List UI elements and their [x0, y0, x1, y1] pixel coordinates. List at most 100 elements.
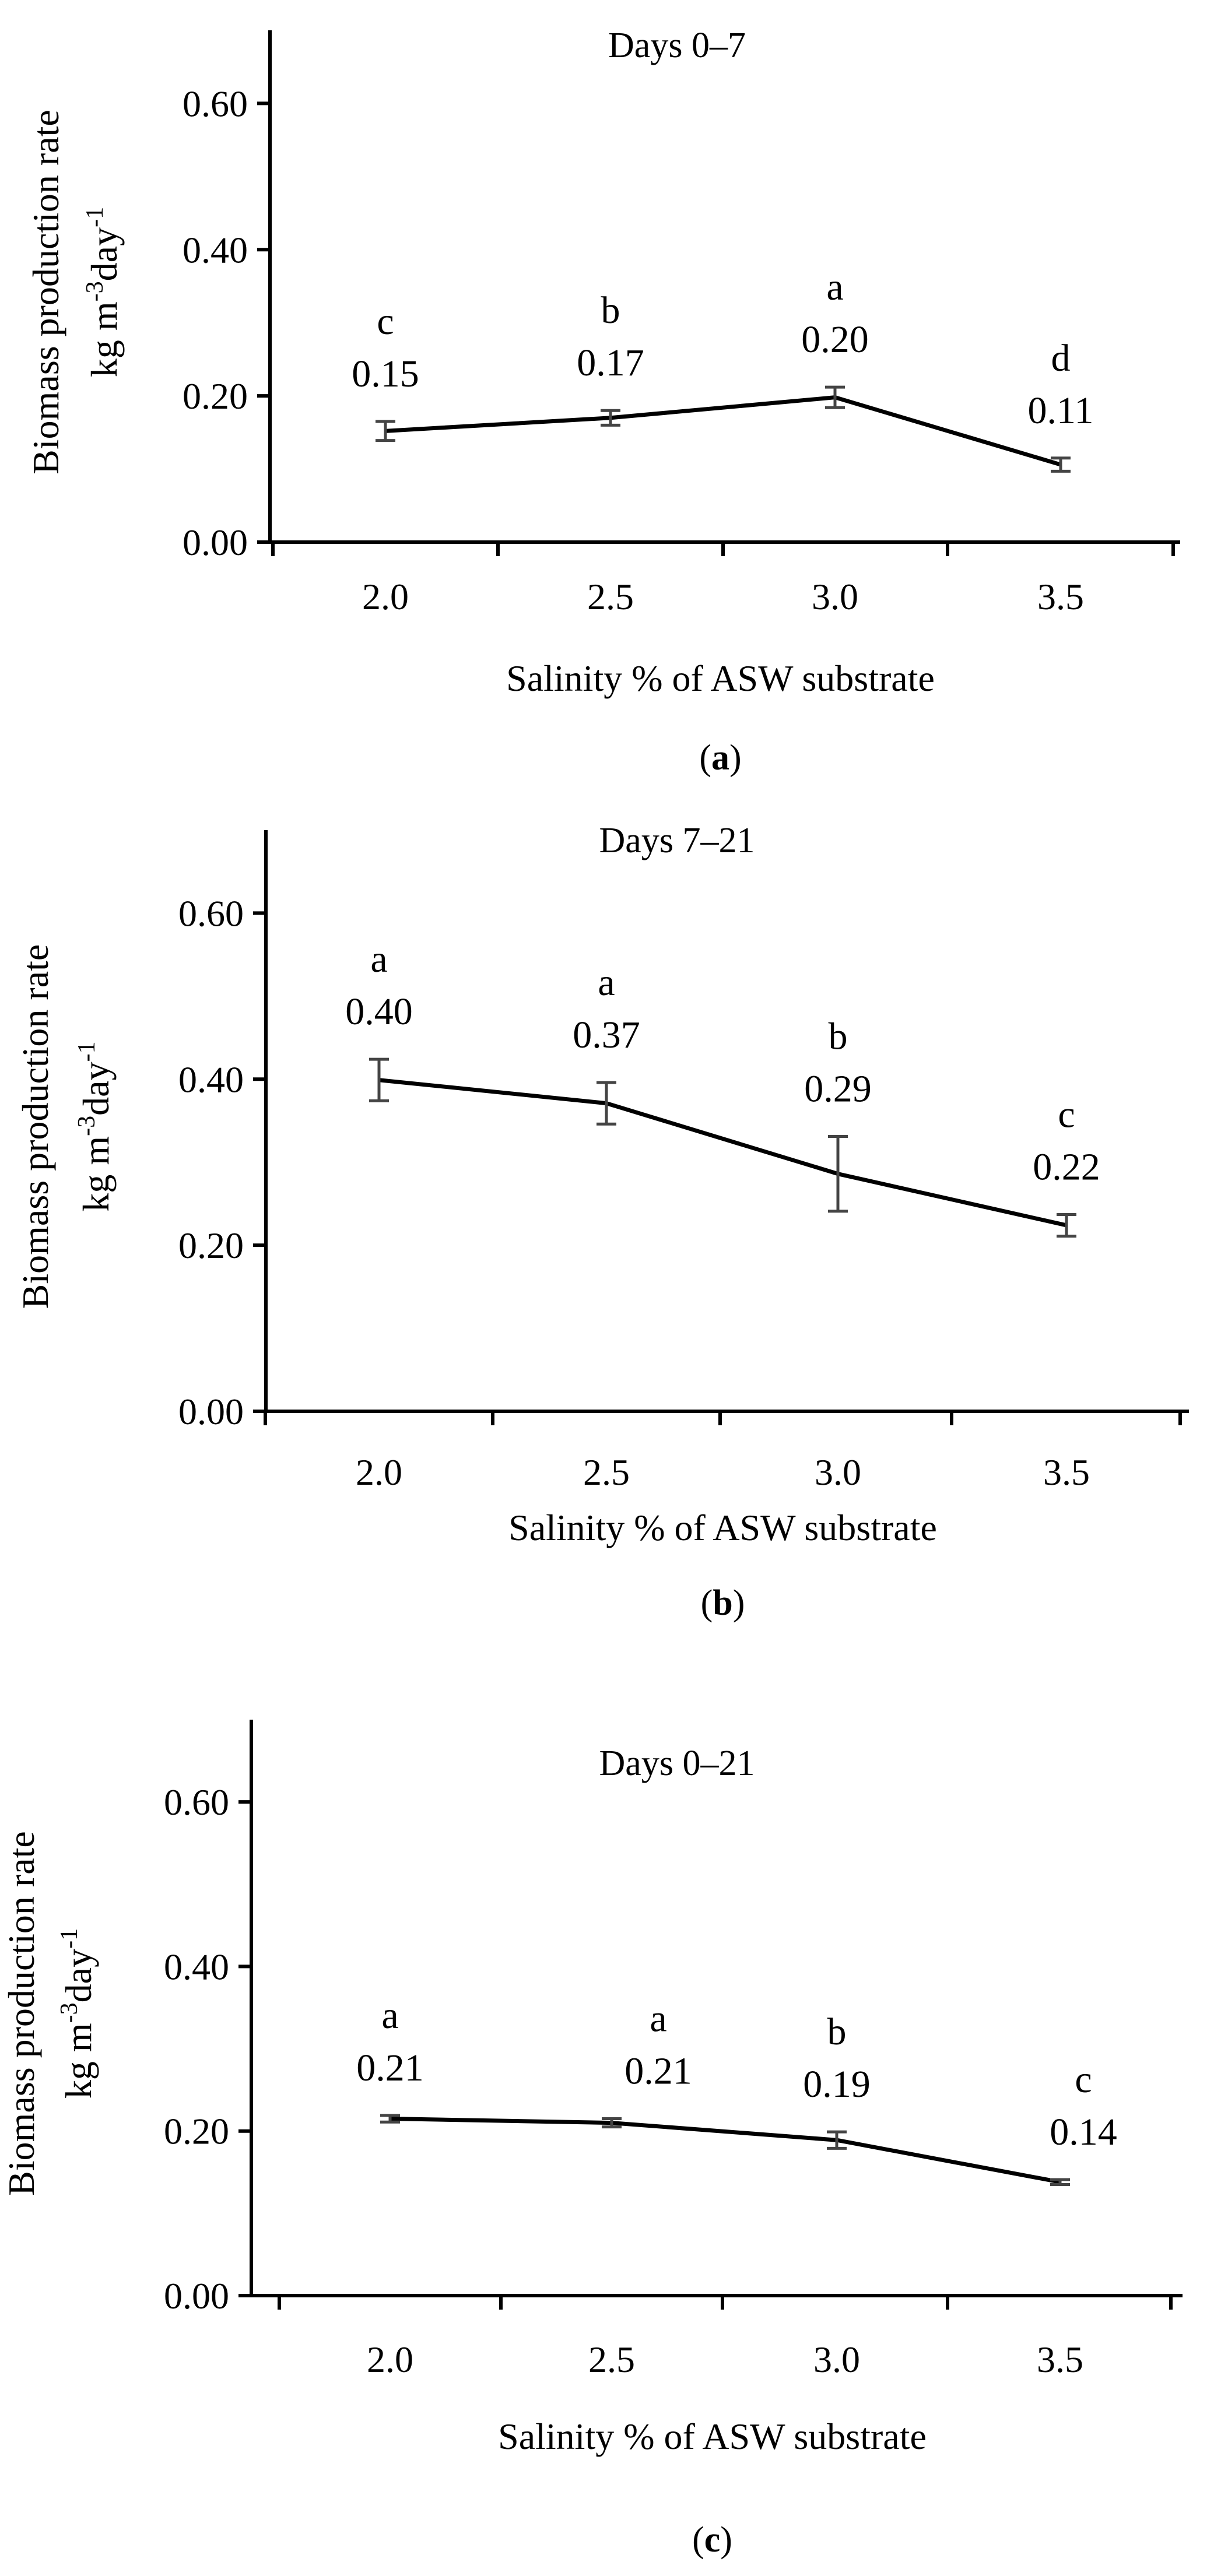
x-tick-label: 3.0 [813, 2339, 860, 2380]
y-axis-units: kg m-3day-1 [56, 1928, 99, 2099]
x-tick-label: 3.5 [1037, 576, 1084, 617]
y-tick-label: 0.40 [164, 1946, 229, 1987]
y-axis-units-exponent: -1 [56, 1928, 83, 1949]
x-tick-label: 2.0 [356, 1452, 402, 1493]
data-value-label: 0.21 [624, 2050, 692, 2093]
chart-title: Days 0–21 [599, 1744, 755, 1783]
error-bar [376, 420, 395, 442]
data-value-label: 0.29 [804, 1068, 872, 1110]
significance-letter: d [1051, 337, 1071, 379]
y-axis-title: Biomass production rate [1, 1831, 42, 2196]
y-axis-units-part: kg m [75, 1136, 117, 1212]
y-axis-units-exponent: -1 [73, 1041, 100, 1062]
chart-title: Days 0–7 [608, 26, 746, 65]
panel-letter: a [711, 738, 729, 778]
error-bar [1050, 2178, 1070, 2186]
y-tick-label: 0.20 [178, 1225, 244, 1266]
y-axis-title: Biomass production rate [15, 944, 56, 1309]
data-line [385, 395, 1062, 467]
panel-letter: b [713, 1583, 732, 1623]
error-bar [380, 2114, 400, 2124]
y-axis-units: kg m-3day-1 [73, 1041, 117, 1211]
x-tick-label: 2.5 [588, 2339, 635, 2380]
chart-title: Days 7–21 [599, 821, 755, 860]
data-value-label: 0.40 [345, 990, 413, 1033]
data-value-label: 0.20 [801, 318, 869, 361]
x-axis-title: Salinity % of ASW substrate [508, 1507, 937, 1548]
data-line [390, 2117, 1061, 2184]
y-axis-units-part: kg m [83, 301, 125, 377]
significance-letter: c [377, 300, 394, 343]
panel-paren: ) [720, 2520, 732, 2560]
y-axis-units-part: kg m [58, 2023, 99, 2099]
x-tick-label: 3.5 [1037, 2339, 1083, 2380]
y-tick-label: 0.20 [164, 2111, 229, 2152]
panel-paren: ( [699, 738, 711, 778]
x-tick-label: 2.0 [362, 576, 409, 617]
error-bar [1051, 456, 1071, 473]
panel-label: (c) [692, 2520, 732, 2560]
significance-letter: b [601, 289, 620, 332]
panel-paren: ) [733, 1583, 745, 1623]
y-tick-label: 0.20 [183, 375, 248, 417]
significance-letter: a [650, 1998, 666, 2040]
y-axis-units-part: day [58, 1949, 99, 2002]
chart-panel-3: 0.00 0.20 0.40 0.60 2.0 2.5 3.0 3.5 Salinity % o… [1, 1720, 1183, 2560]
error-bar [369, 1057, 389, 1102]
y-tick-label: 0.00 [183, 522, 248, 563]
data-value-label: 0.21 [356, 2047, 424, 2089]
data-value-label: 0.14 [1050, 2111, 1117, 2153]
x-axis-title: Salinity % of ASW substrate [506, 658, 935, 699]
x-tick-label: 3.5 [1043, 1452, 1090, 1493]
significance-letter: b [829, 1015, 848, 1058]
x-tick-label: 2.5 [587, 576, 634, 617]
data-value-label: 0.11 [1027, 389, 1093, 432]
panel-paren: ( [692, 2520, 704, 2560]
x-axis-title: Salinity % of ASW substrate [498, 2416, 927, 2457]
panel-label: (b) [701, 1583, 745, 1623]
x-tick-label: 3.0 [812, 576, 858, 617]
y-axis-units-exponent: -3 [56, 2002, 83, 2023]
x-tick-label: 2.5 [583, 1452, 630, 1493]
error-bar [597, 1081, 616, 1126]
significance-letter: a [381, 1994, 398, 2037]
chart-panel-2: 0.00 0.20 0.40 0.60 2.0 2.5 3.0 3.5 Salinity % o… [15, 821, 1189, 1623]
error-bar [602, 2117, 622, 2129]
y-axis-title: Biomass production rate [25, 110, 66, 475]
y-axis-units-exponent: -3 [82, 281, 108, 301]
x-tick-label: 2.0 [367, 2339, 413, 2380]
error-bar [601, 409, 620, 427]
data-value-label: 0.37 [573, 1014, 640, 1056]
panel-paren: ( [701, 1583, 713, 1623]
error-bar [827, 2130, 847, 2150]
x-tick-label: 3.0 [815, 1452, 861, 1493]
error-bar [825, 385, 845, 409]
panel-paren: ) [729, 738, 742, 778]
y-tick-label: 0.60 [183, 83, 248, 124]
data-value-label: 0.22 [1033, 1145, 1100, 1188]
panel-label: (a) [699, 738, 741, 778]
error-bar [828, 1135, 848, 1213]
data-value-label: 0.17 [577, 342, 644, 384]
significance-letter: c [1075, 2058, 1092, 2101]
y-axis-units-part: day [83, 227, 125, 281]
chart-panel-1: 0.00 0.20 0.40 0.60 2.0 2.5 3.0 3.5 Salinity % o… [25, 26, 1180, 778]
y-tick-label: 0.00 [164, 2275, 229, 2317]
y-axis-units-part: day [75, 1062, 117, 1115]
panel-letter: c [704, 2520, 721, 2560]
data-line [378, 1078, 1067, 1228]
data-value-label: 0.19 [803, 2063, 871, 2106]
y-axis-units-exponent: -3 [73, 1116, 100, 1136]
significance-letter: a [370, 938, 387, 981]
y-tick-label: 0.60 [164, 1781, 229, 1823]
significance-letter: c [1058, 1093, 1075, 1136]
error-bar [1057, 1213, 1076, 1238]
y-axis-units-exponent: -1 [82, 207, 108, 227]
data-value-label: 0.15 [352, 353, 419, 395]
y-tick-label: 0.00 [178, 1391, 244, 1432]
y-tick-label: 0.40 [178, 1059, 244, 1100]
y-tick-label: 0.60 [178, 892, 244, 934]
significance-letter: b [827, 2011, 847, 2053]
y-axis-units: kg m-3day-1 [82, 207, 125, 377]
